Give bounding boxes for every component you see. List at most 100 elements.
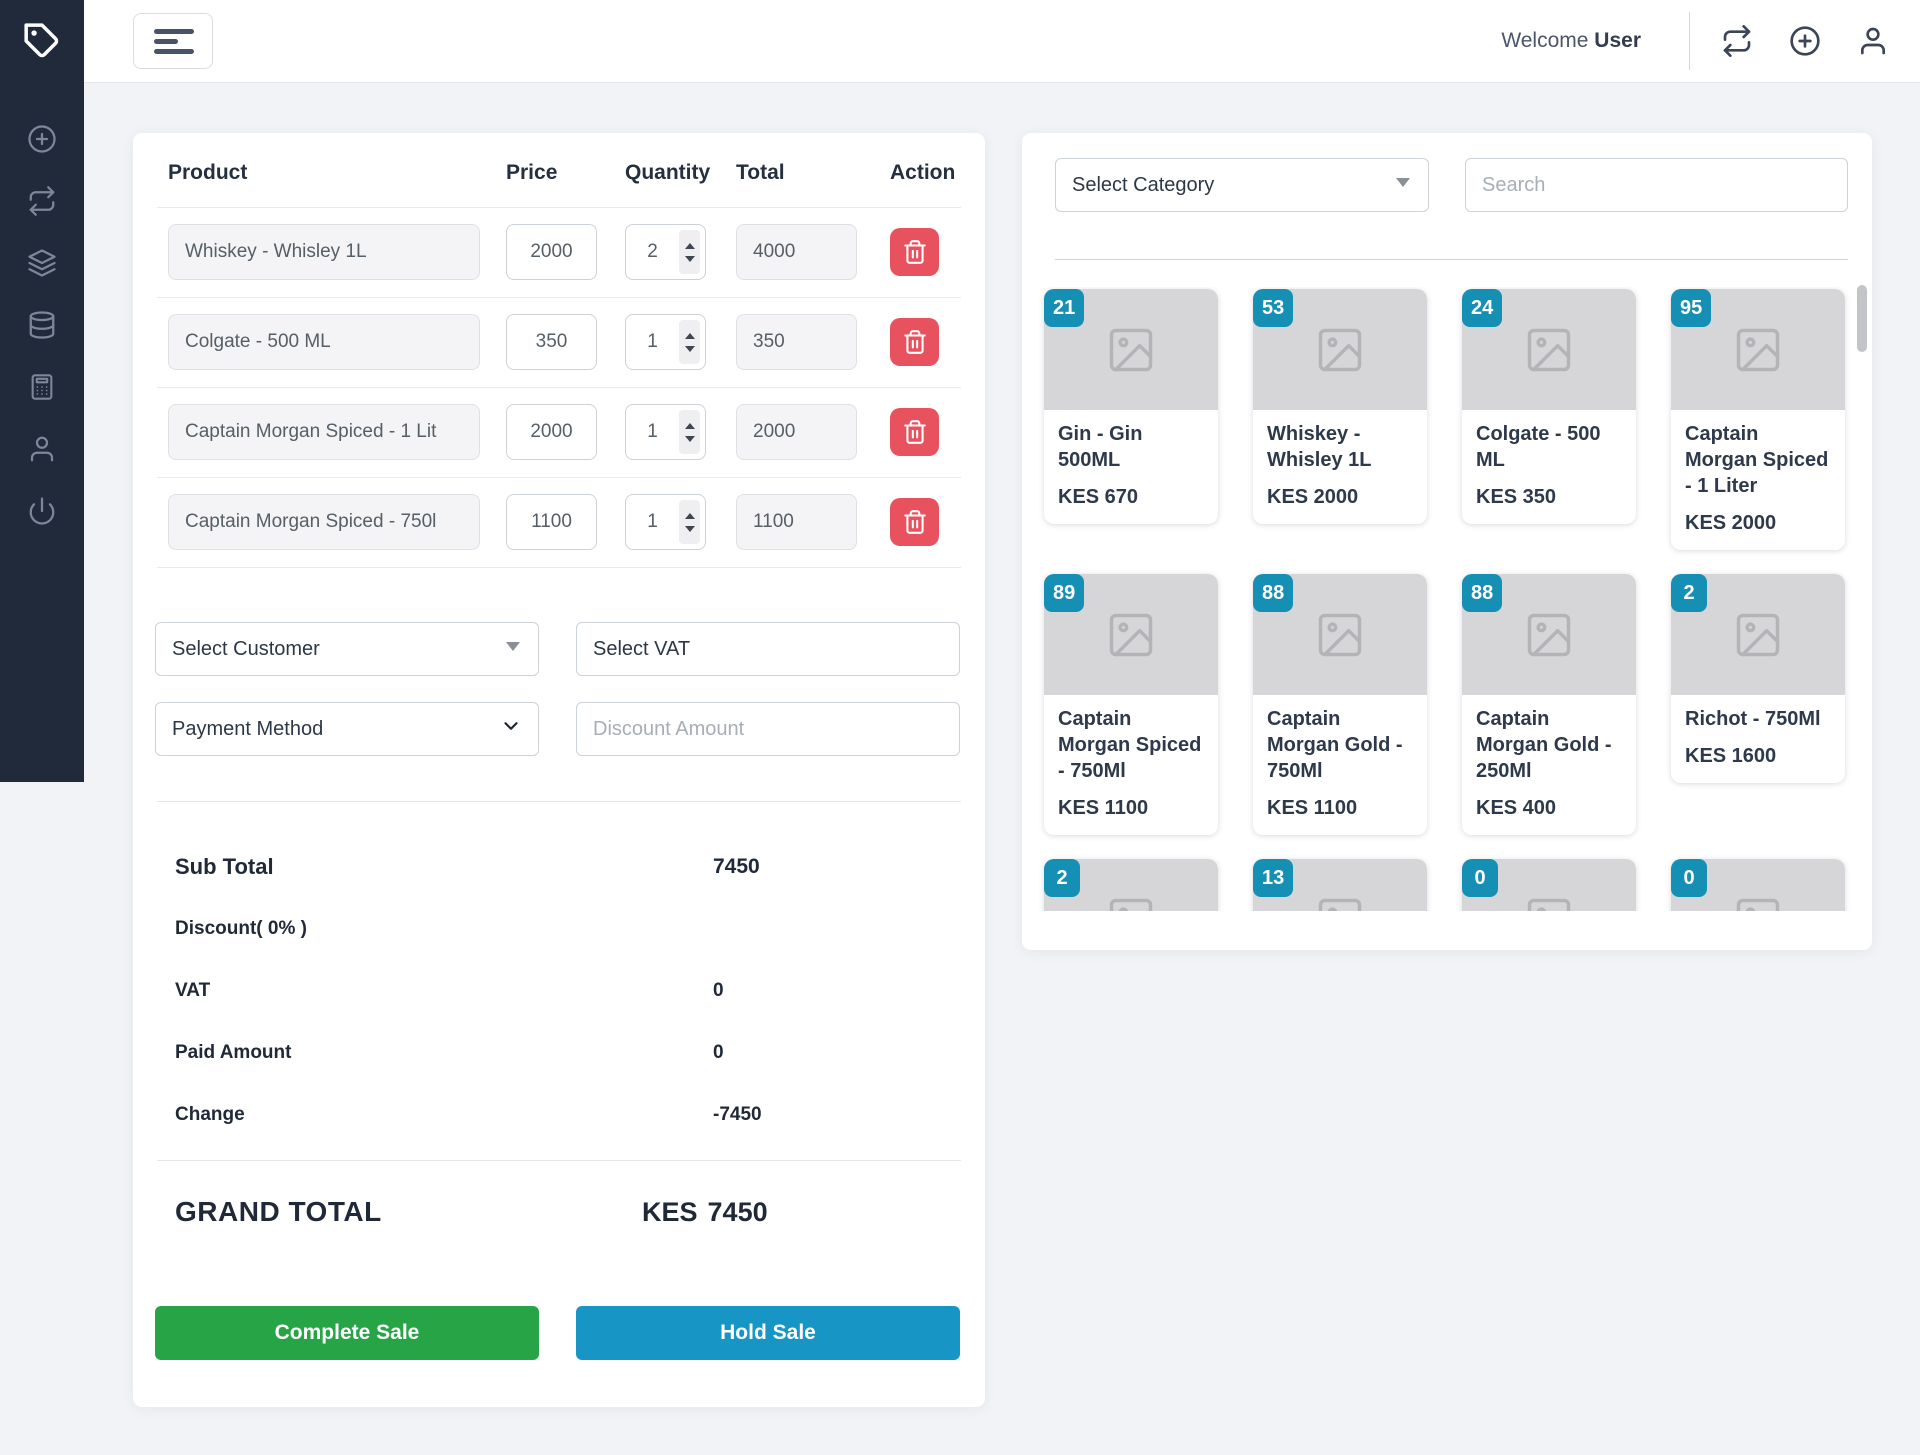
image-icon (1318, 898, 1362, 911)
catalog-controls: Select Category Search (1022, 133, 1872, 212)
stepper-arrows[interactable] (679, 320, 700, 364)
stock-badge: 0 (1671, 859, 1707, 897)
stepper-arrows[interactable] (679, 500, 700, 544)
product-card[interactable]: 2 (1044, 859, 1218, 911)
quantity-value[interactable]: 1 (647, 421, 658, 442)
vat-label: VAT (175, 980, 211, 1001)
quantity-stepper[interactable]: 1 (625, 314, 706, 370)
profile-icon[interactable] (1856, 24, 1890, 58)
product-price: KES 2000 (1685, 512, 1777, 534)
cart-price-input[interactable]: 2000 (506, 404, 597, 460)
product-card[interactable]: 24 Colgate - 500 ML KES 350 (1462, 289, 1636, 524)
cart-row: Colgate - 500 ML 350 1 350 (157, 298, 961, 388)
sync-icon[interactable] (1720, 24, 1754, 58)
image-icon (1527, 898, 1571, 911)
delete-item-button[interactable] (890, 408, 939, 456)
product-image-placeholder: 88 (1462, 574, 1636, 695)
product-card[interactable]: 95 Captain Morgan Spiced - 1 Liter KES 2… (1671, 289, 1845, 550)
product-info: Colgate - 500 ML KES 350 (1462, 410, 1636, 524)
quantity-value[interactable]: 1 (647, 511, 658, 532)
image-icon (1527, 613, 1571, 656)
image-icon (1736, 613, 1780, 656)
quantity-value[interactable]: 2 (647, 241, 658, 262)
product-card[interactable]: 88 Captain Morgan Gold - 250Ml KES 400 (1462, 574, 1636, 835)
quantity-stepper[interactable]: 2 (625, 224, 706, 280)
calculator-icon[interactable] (26, 371, 58, 403)
image-icon (1736, 328, 1780, 371)
quantity-stepper[interactable]: 1 (625, 404, 706, 460)
cart-panel: Product Price Quantity Total Action Whis… (133, 133, 985, 1407)
product-card[interactable]: 21 Gin - Gin 500ML KES 670 (1044, 289, 1218, 524)
product-image-placeholder: 2 (1044, 859, 1218, 911)
product-image-placeholder: 53 (1253, 289, 1427, 410)
logout-power-icon[interactable] (26, 495, 58, 527)
delete-item-button[interactable] (890, 318, 939, 366)
cart-actions: Complete Sale Hold Sale (155, 1306, 963, 1360)
col-total: Total (736, 161, 785, 184)
grand-total-row: GRAND TOTAL KES 7450 (133, 1174, 985, 1250)
stock-badge: 88 (1253, 574, 1294, 612)
grand-total-value: KES 7450 (642, 1197, 768, 1228)
trash-icon (903, 510, 926, 534)
cart-row: Captain Morgan Spiced - 750l 1100 1 1100 (157, 478, 961, 568)
products-scroll-area[interactable]: 21 Gin - Gin 500ML KES 670 (1022, 287, 1872, 911)
product-price: KES 670 (1058, 486, 1139, 508)
stock-badge: 88 (1462, 574, 1503, 612)
product-card[interactable]: 0 (1671, 859, 1845, 911)
new-sale-icon[interactable] (26, 123, 58, 155)
product-name: Captain Morgan Gold - 250Ml (1476, 708, 1612, 782)
product-info: Gin - Gin 500ML KES 670 (1044, 410, 1218, 524)
product-image-placeholder: 21 (1044, 289, 1218, 410)
complete-sale-button[interactable]: Complete Sale (155, 1306, 539, 1360)
grand-total-label: GRAND TOTAL (175, 1196, 382, 1227)
category-select[interactable]: Select Category (1055, 158, 1429, 212)
product-card[interactable]: 53 Whiskey - Whisley 1L KES 2000 (1253, 289, 1427, 524)
product-card[interactable]: 0 (1462, 859, 1636, 911)
payment-method-value: Payment Method (172, 717, 324, 740)
product-card[interactable]: 88 Captain Morgan Gold - 750Ml KES 1100 (1253, 574, 1427, 835)
catalog-scrollbar-thumb[interactable] (1857, 285, 1867, 352)
stepper-arrows[interactable] (679, 230, 700, 274)
hold-sale-button[interactable]: Hold Sale (576, 1306, 960, 1360)
discount-amount-input[interactable]: Discount Amount (576, 702, 960, 756)
cart-price-input[interactable]: 350 (506, 314, 597, 370)
sidebar-toggle-button[interactable] (133, 13, 213, 69)
customers-icon[interactable] (26, 433, 58, 465)
quantity-stepper[interactable]: 1 (625, 494, 706, 550)
image-icon (1736, 898, 1780, 911)
product-card[interactable]: 89 Captain Morgan Spiced - 750Ml KES 110… (1044, 574, 1218, 835)
cart-price-input[interactable]: 1100 (506, 494, 597, 550)
product-name: Captain Morgan Gold - 750Ml (1267, 708, 1403, 782)
header-divider (1689, 12, 1690, 70)
add-icon[interactable] (1788, 24, 1822, 58)
stock-badge: 24 (1462, 289, 1503, 327)
products-grid: 21 Gin - Gin 500ML KES 670 (1044, 289, 1850, 911)
quantity-value[interactable]: 1 (647, 331, 658, 352)
delete-item-button[interactable] (890, 498, 939, 546)
product-info: Captain Morgan Gold - 250Ml KES 400 (1462, 695, 1636, 835)
cart-product-name: Captain Morgan Spiced - 1 Lit (168, 404, 480, 460)
product-price: KES 350 (1476, 486, 1557, 508)
stepper-arrows[interactable] (679, 410, 700, 454)
cart-row: Captain Morgan Spiced - 1 Lit 2000 1 200… (157, 388, 961, 478)
stock-badge: 95 (1671, 289, 1712, 327)
sub-total-value: 7450 (713, 855, 760, 878)
categories-icon[interactable] (26, 247, 58, 279)
sidebar (0, 0, 84, 782)
transactions-icon[interactable] (26, 185, 58, 217)
payment-method-select[interactable]: Payment Method (155, 702, 539, 756)
inventory-icon[interactable] (26, 309, 58, 341)
cart-line-total: 1100 (736, 494, 857, 550)
product-name: Captain Morgan Spiced - 1 Liter (1685, 423, 1829, 497)
product-image-placeholder: 89 (1044, 574, 1218, 695)
cart-price-input[interactable]: 2000 (506, 224, 597, 280)
sub-total-label: Sub Total (175, 854, 274, 879)
search-input[interactable]: Search (1465, 158, 1848, 212)
customer-select[interactable]: Select Customer (155, 622, 539, 676)
catalog-divider (1055, 259, 1848, 260)
delete-item-button[interactable] (890, 228, 939, 276)
vat-select[interactable]: Select VAT (576, 622, 960, 676)
product-card[interactable]: 2 Richot - 750Ml KES 1600 (1671, 574, 1845, 783)
product-card[interactable]: 13 (1253, 859, 1427, 911)
sidebar-nav (26, 123, 58, 527)
